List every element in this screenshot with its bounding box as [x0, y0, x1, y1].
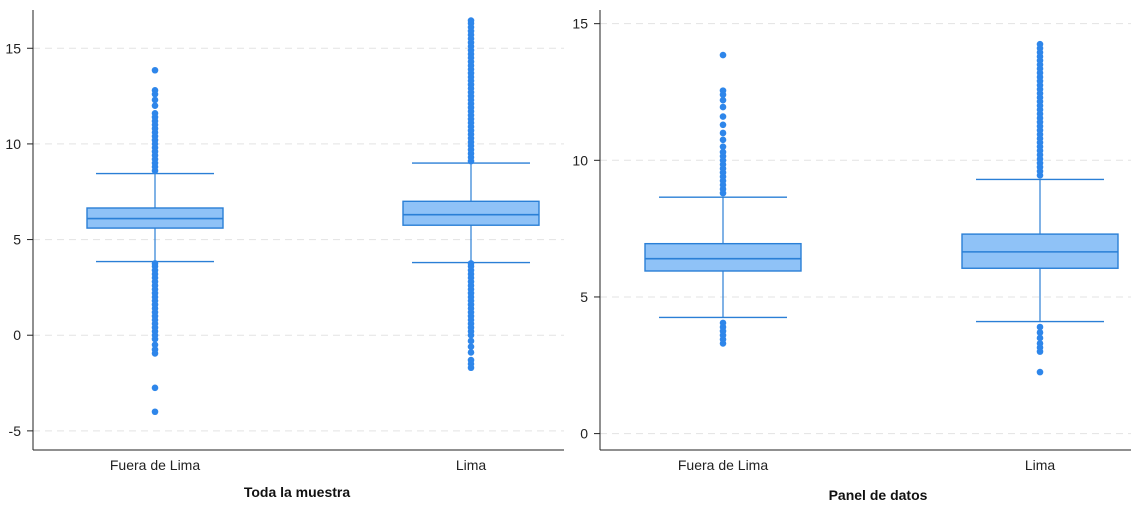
outlier-point	[151, 384, 159, 392]
y-tick-label: 5	[580, 289, 588, 305]
box-fuera-de-lima	[644, 51, 802, 347]
x-tick-label: Lima	[1025, 457, 1056, 473]
outlier-point	[719, 121, 727, 129]
outlier-point	[151, 260, 159, 267]
panel-title: Panel de datos	[829, 487, 928, 503]
outlier-point	[467, 349, 475, 356]
outlier-point	[151, 341, 159, 349]
x-tick-label: Lima	[456, 457, 487, 473]
outlier-point	[719, 319, 727, 327]
outlier-point	[467, 17, 475, 24]
outlier-point	[719, 96, 727, 104]
outlier-point	[719, 103, 727, 111]
outlier-point	[151, 66, 159, 74]
outlier-point	[719, 148, 727, 156]
iqr-box	[644, 242, 802, 272]
outlier-point	[151, 110, 159, 117]
y-tick-label: 10	[5, 136, 21, 152]
outlier-point	[467, 260, 475, 267]
y-tick-label: 0	[13, 327, 21, 343]
outlier-point	[467, 343, 475, 350]
box-fuera-de-lima	[86, 66, 224, 416]
outlier-point	[1036, 40, 1044, 48]
outlier-point	[719, 129, 727, 137]
box-lima	[961, 40, 1119, 376]
x-tick-label: Fuera de Lima	[678, 457, 768, 473]
y-tick-label: -5	[9, 423, 22, 439]
y-tick-label: 15	[5, 40, 21, 56]
y-tick-label: 15	[572, 16, 588, 32]
y-tick-label: 0	[580, 426, 588, 442]
outlier-point	[467, 356, 475, 364]
outlier-point	[467, 337, 475, 345]
outlier-point	[151, 87, 159, 94]
outlier-point	[1036, 368, 1044, 376]
outlier-point	[1036, 329, 1044, 336]
box-lima	[402, 17, 540, 372]
outlier-point	[151, 346, 159, 353]
iqr-box	[402, 200, 540, 226]
outlier-point	[1036, 334, 1044, 342]
outlier-point	[719, 51, 727, 59]
y-tick-label: 5	[13, 232, 21, 248]
outlier-point	[151, 408, 159, 416]
outlier-point	[719, 113, 727, 120]
outlier-point	[719, 87, 727, 94]
outlier-point	[719, 143, 727, 150]
outlier-point	[1036, 323, 1044, 331]
panel-panel-de-datos: 0 5 10 15 Fuera de Lima Lima Panel de datos	[572, 10, 1131, 503]
x-tick-label: Fuera de Lima	[110, 457, 200, 473]
outlier-point	[151, 96, 159, 104]
outlier-point	[151, 102, 159, 109]
outlier-point	[719, 136, 727, 144]
y-tick-label: 10	[572, 152, 588, 168]
panel-toda-la-muestra: -5 0 5 10 15 Fuera de Lima Lima Toda la muestra	[5, 10, 564, 500]
outlier-point	[1036, 340, 1044, 347]
panel-title: Toda la muestra	[244, 484, 351, 500]
